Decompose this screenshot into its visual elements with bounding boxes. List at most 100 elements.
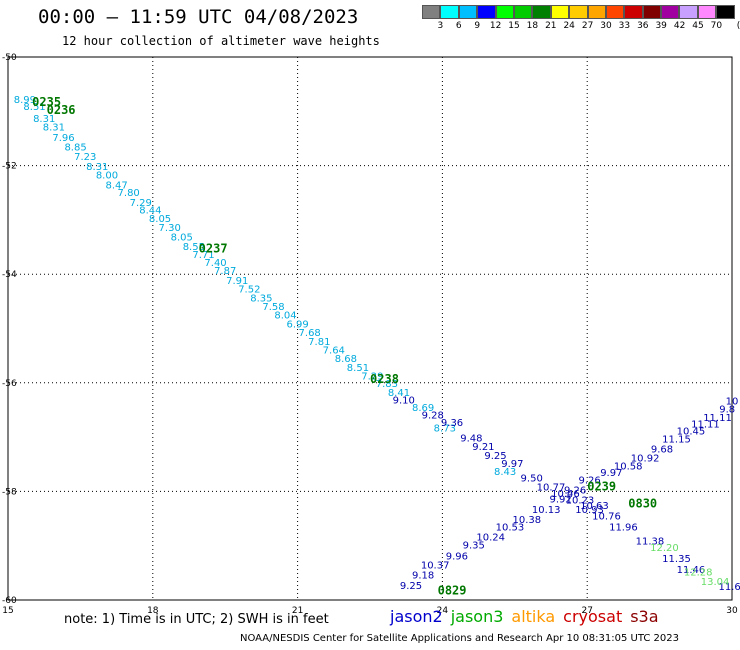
data-point: 13.04: [701, 577, 730, 588]
legend-swatch: [716, 5, 735, 19]
data-point: 12.28: [684, 568, 713, 579]
legend-tick-label: 42: [673, 21, 686, 31]
legend-tick-label: 24: [563, 21, 575, 31]
data-point: 9.97: [600, 468, 622, 479]
data-point: 9.28: [422, 411, 444, 422]
x-tick-label: 21: [292, 606, 303, 616]
data-point: 8.31: [86, 162, 108, 173]
legend-swatch: [624, 5, 643, 19]
data-point: 8.41: [388, 388, 410, 399]
legend-swatch: [697, 5, 717, 19]
footer-credit: NOAA/NESDIS Center for Satellite Applica…: [240, 633, 679, 644]
data-point: 10.13: [532, 505, 561, 516]
data-point: 7.80: [118, 188, 140, 199]
data-point: 8.35: [250, 293, 272, 304]
data-point: 7.52: [238, 285, 260, 296]
time-label: 0235: [32, 95, 61, 109]
data-point: 10.93: [575, 505, 604, 516]
data-point: 7.81: [308, 337, 330, 348]
legend-tick-label: 33: [618, 21, 631, 31]
legend-tick-label: 18: [526, 21, 539, 31]
data-point: 7.83: [376, 379, 398, 390]
data-point: 10.23: [566, 495, 595, 506]
data-point: 8.44: [139, 205, 161, 216]
data-point: 8.73: [434, 424, 456, 435]
legend-unit: (ft): [736, 21, 740, 31]
data-point: 11.35: [662, 554, 691, 565]
legend-swatch: [532, 5, 551, 19]
data-point: 11.15: [662, 435, 691, 446]
footer-note: note: 1) Time is in UTC; 2) SWH is in fe…: [64, 612, 329, 627]
data-point: 9.25: [484, 451, 506, 462]
legend-swatch: [495, 5, 514, 19]
legend-swatch: [605, 5, 625, 19]
data-point: 8.47: [105, 180, 127, 191]
data-point: 8.31: [33, 114, 55, 125]
data-point: 10.76: [592, 512, 621, 523]
data-point: 10.38: [513, 515, 542, 526]
data-point: 7.64: [323, 345, 345, 356]
data-point: 8.43: [494, 467, 516, 478]
x-tick-label: 27: [581, 606, 592, 616]
legend-tick-label: 30: [600, 21, 612, 31]
data-point: 11.6: [718, 582, 740, 593]
satellite-altika: altika: [511, 607, 556, 626]
satellite-cryosat: cryosat: [563, 607, 623, 626]
data-point: 7.96: [52, 133, 74, 144]
legend-tick-label: 15: [508, 21, 520, 31]
data-point: 8.69: [412, 403, 434, 414]
legend-tick-label: 27: [581, 21, 594, 31]
time-label: 0238: [370, 372, 399, 386]
time-label: 0237: [199, 241, 228, 255]
legend-swatch: [440, 5, 459, 19]
satellite-s3a: s3a: [630, 607, 659, 626]
data-point: 8.31: [43, 122, 65, 133]
legend-tick-label: 6: [455, 21, 462, 31]
legend-swatches: [422, 5, 735, 19]
data-point: 11.96: [609, 522, 638, 533]
data-point: 9.92: [550, 494, 572, 505]
y-tick-label: -52: [2, 162, 17, 172]
legend-swatch: [550, 5, 570, 19]
data-point: 8.99: [14, 95, 36, 106]
data-point: 7.91: [226, 276, 248, 287]
data-point: 8.00: [96, 171, 118, 182]
legend-tick-label: 12: [489, 21, 502, 31]
y-tick-label: -50: [2, 53, 17, 63]
legend-tick-label: 70: [710, 21, 723, 31]
data-point: 10.24: [476, 532, 505, 543]
data-point: 8.85: [64, 142, 86, 153]
data-point: 7.29: [361, 372, 383, 383]
data-point: 9.10: [393, 395, 415, 406]
data-point: 9.35: [463, 540, 485, 551]
legend-swatch: [569, 5, 588, 19]
x-tick-label: 18: [147, 606, 159, 616]
legend-swatch: [587, 5, 606, 19]
data-point: 10.77: [537, 482, 566, 493]
data-point: 10: [726, 397, 739, 408]
satellite-jason2: jason2: [390, 607, 443, 626]
time-label: 0239: [587, 479, 616, 493]
data-point: 11.38: [636, 537, 665, 548]
legend-swatch: [477, 5, 496, 19]
x-tick-label: 24: [437, 606, 449, 616]
data-point: 9.68: [651, 444, 673, 455]
data-point: 8.51: [23, 102, 45, 113]
plot-frame: [7, 56, 733, 601]
legend-swatch: [458, 5, 478, 19]
y-tick-label: -58: [2, 487, 17, 497]
x-tick-label: 15: [2, 606, 13, 616]
data-point: 7.29: [130, 198, 152, 209]
data-point: 9.26: [578, 475, 600, 486]
legend-tick-label: 36: [637, 21, 649, 31]
data-point: 9.36: [441, 418, 463, 429]
x-tick-label: 30: [726, 606, 738, 616]
data-point: 7.40: [204, 258, 226, 269]
data-point: 9.96: [446, 551, 468, 562]
data-point: 8.68: [335, 354, 357, 365]
data-point: 7.23: [74, 152, 96, 163]
data-point: 9.8: [719, 405, 735, 416]
data-point: 8.05: [171, 233, 193, 244]
